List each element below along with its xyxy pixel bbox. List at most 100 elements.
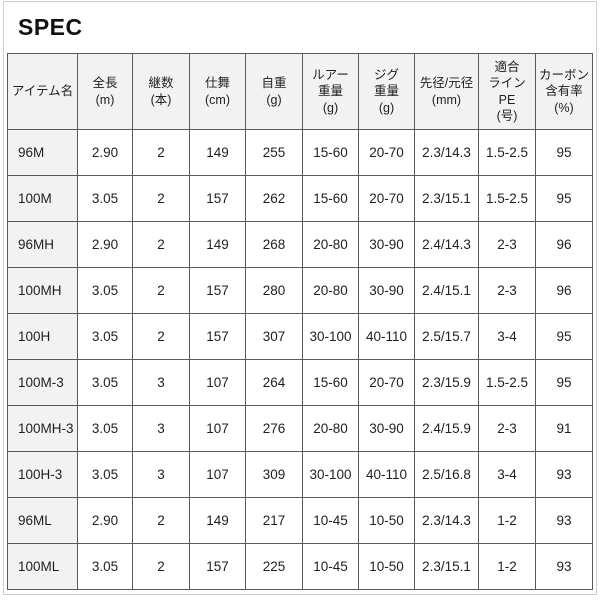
- spec-cell-len: 3.05: [77, 313, 133, 360]
- item-name-cell: 100ML: [7, 543, 78, 590]
- column-header-carb: カーボン 含有率 (%): [535, 53, 593, 130]
- column-header-line: 適合: [494, 60, 520, 74]
- column-header-close: 仕舞 (cm): [189, 53, 246, 130]
- spec-cell-wt: 276: [245, 405, 303, 452]
- column-header-line: 先径/元径: [419, 76, 474, 91]
- spec-cell-carb: 95: [535, 129, 593, 176]
- spec-cell-jig: 30-90: [358, 267, 415, 314]
- spec-cell-len: 2.90: [77, 129, 133, 176]
- spec-cell-wt: 307: [245, 313, 303, 360]
- spec-cell-carb: 91: [535, 405, 593, 452]
- spec-cell-len: 3.05: [77, 405, 133, 452]
- spec-cell-line: 3-4: [478, 451, 536, 498]
- column-header-line: 継数: [148, 76, 174, 91]
- column-header-line: (g): [322, 100, 339, 115]
- column-header-item: アイテム名: [7, 53, 78, 130]
- column-header-line: (g): [266, 92, 282, 107]
- column-header-pcs: 継数 (本): [132, 53, 190, 130]
- spec-cell-dia: 2.5/16.8: [414, 451, 479, 498]
- spec-cell-close: 157: [189, 175, 246, 222]
- spec-cell-len: 2.90: [77, 221, 133, 268]
- column-header-dia: 先径/元径 (mm): [414, 53, 479, 130]
- spec-cell-wt: 264: [245, 359, 303, 406]
- spec-cell-line: 2-3: [478, 221, 536, 268]
- spec-cell-close: 157: [189, 543, 246, 590]
- table-row: 100MH-3 3.05 3 107 276 20-80 30-90 2.4/15.9 2-3 9…: [7, 405, 593, 452]
- spec-cell-lure: 30-100: [302, 313, 359, 360]
- column-header-line: (g): [378, 100, 395, 115]
- spec-cell-jig: 10-50: [358, 497, 415, 544]
- spec-cell-lure: 30-100: [302, 451, 359, 498]
- spec-cell-pcs: 2: [132, 543, 190, 590]
- spec-cell-pcs: 2: [132, 221, 190, 268]
- item-name-cell: 96MH: [7, 221, 78, 268]
- table-row: 96MH 2.90 2 149 268 20-80 30-90 2.4/14.3 2-3 96: [7, 221, 593, 268]
- spec-cell-jig: 20-70: [358, 175, 415, 222]
- item-name-cell: 100M-3: [7, 359, 78, 406]
- spec-cell-len: 3.05: [77, 175, 133, 222]
- spec-cell-carb: 95: [535, 313, 593, 360]
- spec-cell-close: 107: [189, 451, 246, 498]
- column-header-line: アイテム名: [11, 84, 74, 99]
- column-header-line: ジグ: [373, 68, 399, 83]
- spec-cell-line: 2-3: [478, 405, 536, 452]
- item-name-cell: 100H: [7, 313, 78, 360]
- column-header-line: 全長: [92, 76, 118, 91]
- spec-cell-close: 107: [189, 359, 246, 406]
- spec-cell-wt: 255: [245, 129, 303, 176]
- spec-cell-lure: 15-60: [302, 175, 359, 222]
- column-header-len: 全長 (m): [77, 53, 133, 130]
- spec-cell-wt: 225: [245, 543, 303, 590]
- spec-cell-dia: 2.4/15.9: [414, 405, 479, 452]
- spec-cell-lure: 20-80: [302, 221, 359, 268]
- spec-cell-pcs: 2: [132, 497, 190, 544]
- column-header-line: (%): [554, 100, 574, 115]
- column-header-line: 含有率: [545, 84, 583, 99]
- spec-cell-lure: 15-60: [302, 359, 359, 406]
- spec-cell-lure: 10-45: [302, 497, 359, 544]
- table-row: 100H 3.05 2 157 307 30-100 40-110 2.5/15.7 3-4 95: [7, 313, 593, 360]
- spec-cell-dia: 2.3/14.3: [414, 129, 479, 176]
- spec-cell-close: 157: [189, 267, 246, 314]
- item-name-cell: 100MH: [7, 267, 78, 314]
- column-header-line: (mm): [431, 92, 462, 107]
- spec-cell-line: 1.5-2.5: [478, 359, 536, 406]
- table-row: 100M 3.05 2 157 262 15-60 20-70 2.3/15.1 1.5-2.5…: [7, 175, 593, 222]
- spec-cell-dia: 2.4/15.1: [414, 267, 479, 314]
- spec-cell-jig: 20-70: [358, 359, 415, 406]
- column-header-wt: 自重 (g): [245, 53, 303, 130]
- spec-cell-line: 2-3: [478, 267, 536, 314]
- table-row: 100H-3 3.05 3 107 309 30-100 40-110 2.5/16.8 3-4…: [7, 451, 593, 498]
- spec-cell-pcs: 2: [132, 267, 190, 314]
- spec-cell-line: 1-2: [478, 497, 536, 544]
- spec-cell-jig: 30-90: [358, 221, 415, 268]
- table-header: アイテム名 全長 (m) 継数 (本) 仕舞 (cm) 自重 (g) ルアー 重量 (g) ジグ 重量 (g…: [7, 53, 593, 130]
- spec-cell-dia: 2.3/15.1: [414, 175, 479, 222]
- spec-cell-line: 1.5-2.5: [478, 129, 536, 176]
- table-row: 100ML 3.05 2 157 225 10-45 10-50 2.3/15.1 1-2 93: [7, 543, 593, 590]
- spec-cell-carb: 95: [535, 175, 593, 222]
- spec-cell-pcs: 3: [132, 451, 190, 498]
- item-name-cell: 100M: [7, 175, 78, 222]
- column-header-line: 適合 ラインPE (号): [478, 53, 536, 130]
- spec-cell-carb: 93: [535, 451, 593, 498]
- spec-cell-carb: 96: [535, 267, 593, 314]
- table-body: 96M 2.90 2 149 255 15-60 20-70 2.3/14.3 1.5-2.5 9…: [7, 129, 593, 590]
- spec-cell-dia: 2.3/15.1: [414, 543, 479, 590]
- spec-cell-pcs: 2: [132, 129, 190, 176]
- spec-cell-wt: 280: [245, 267, 303, 314]
- spec-cell-pcs: 2: [132, 313, 190, 360]
- spec-cell-close: 149: [189, 497, 246, 544]
- column-header-line: 重量: [373, 84, 399, 99]
- spec-cell-jig: 40-110: [358, 451, 415, 498]
- spec-cell-pcs: 2: [132, 175, 190, 222]
- spec-cell-wt: 309: [245, 451, 303, 498]
- column-header-line: (m): [95, 92, 115, 107]
- spec-cell-carb: 93: [535, 497, 593, 544]
- column-header-jig: ジグ 重量 (g): [358, 53, 415, 130]
- table-row: 96ML 2.90 2 149 217 10-45 10-50 2.3/14.3 1-2 93: [7, 497, 593, 544]
- spec-cell-close: 157: [189, 313, 246, 360]
- table-row: 96M 2.90 2 149 255 15-60 20-70 2.3/14.3 1.5-2.5 9…: [7, 129, 593, 176]
- table-row: 100MH 3.05 2 157 280 20-80 30-90 2.4/15.1 2-3 96: [7, 267, 593, 314]
- spec-cell-carb: 95: [535, 359, 593, 406]
